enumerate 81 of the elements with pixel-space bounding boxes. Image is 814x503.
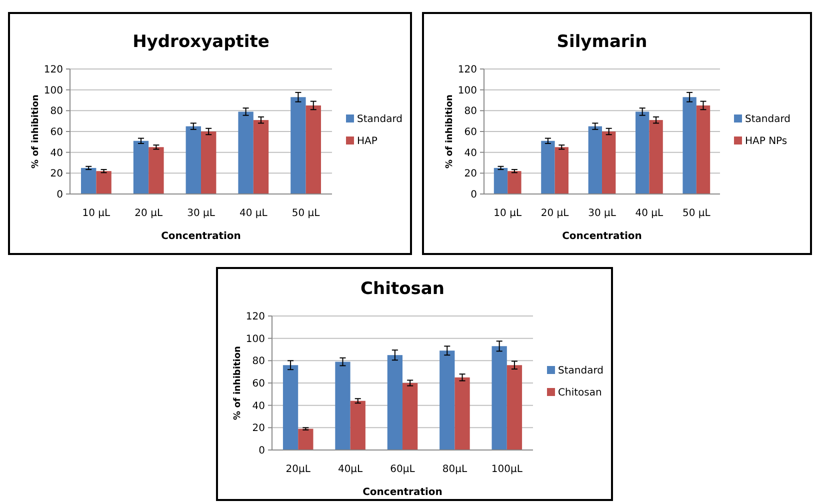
- bar: [494, 168, 508, 194]
- x-tick-label: 50 µL: [682, 208, 711, 219]
- bar: [186, 126, 201, 194]
- y-axis-title: % of inhibition: [233, 346, 243, 420]
- y-tick-label: 0: [258, 446, 265, 456]
- bar: [649, 120, 663, 194]
- y-tick-label: 100: [458, 85, 477, 96]
- x-tick-label: 40 µL: [635, 208, 664, 219]
- y-tick-label: 20: [50, 168, 63, 180]
- bar: [492, 346, 507, 450]
- bar: [440, 350, 455, 450]
- bar: [306, 105, 321, 194]
- x-tick-label: 60µL: [390, 464, 416, 475]
- y-tick-label: 80: [50, 106, 63, 118]
- bar: [402, 383, 418, 450]
- bar: [81, 168, 96, 194]
- bar: [238, 112, 254, 194]
- y-tick-label: 120: [246, 312, 265, 322]
- x-tick-label: 100µL: [491, 464, 523, 475]
- y-axis-title: % of inhibition: [445, 94, 455, 168]
- legend-label: HAP NPs: [745, 136, 788, 147]
- x-axis-title: Concentration: [161, 231, 241, 242]
- y-tick-label: 20: [252, 423, 265, 434]
- y-tick-label: 40: [50, 148, 63, 159]
- bar: [298, 428, 314, 450]
- chart-title: Hydroxyaptite: [132, 32, 270, 52]
- bar: [96, 171, 112, 194]
- y-tick-label: 40: [252, 400, 265, 412]
- bar: [290, 97, 306, 194]
- x-tick-label: 30 µL: [187, 208, 216, 219]
- bar: [682, 97, 696, 194]
- x-axis-title: Concentration: [562, 231, 642, 242]
- bar: [602, 132, 616, 194]
- bar: [133, 140, 149, 194]
- legend-label: Chitosan: [558, 388, 602, 398]
- x-tick-label: 20µL: [286, 464, 311, 475]
- bar: [253, 120, 269, 194]
- bar: [148, 147, 164, 194]
- bar: [508, 171, 522, 194]
- bar: [588, 126, 602, 194]
- x-tick-label: 40 µL: [239, 208, 268, 219]
- bar: [350, 400, 366, 450]
- bar: [506, 365, 522, 450]
- x-tick-label: 50 µL: [292, 208, 320, 219]
- x-tick-label: 20 µL: [540, 208, 570, 219]
- x-axis-title: Concentration: [362, 487, 442, 498]
- legend-label: Standard: [357, 114, 402, 125]
- y-tick-label: 0: [470, 190, 477, 200]
- bar: [335, 362, 350, 450]
- y-tick-label: 120: [44, 64, 63, 76]
- legend-label: Standard: [558, 366, 604, 376]
- x-tick-label: 10 µL: [82, 208, 111, 219]
- bar: [454, 377, 470, 450]
- y-tick-label: 0: [56, 190, 63, 200]
- y-tick-label: 20: [464, 168, 477, 180]
- y-tick-label: 60: [464, 127, 477, 138]
- bar: [541, 140, 555, 194]
- x-tick-label: 80µL: [442, 464, 468, 475]
- y-tick-label: 60: [50, 127, 63, 138]
- x-tick-label: 20 µL: [134, 208, 163, 219]
- legend-label: HAP: [357, 136, 378, 147]
- bar: [696, 105, 710, 194]
- x-tick-label: 10 µL: [494, 208, 522, 219]
- bar: [201, 132, 216, 194]
- bar: [387, 355, 402, 450]
- y-tick-label: 40: [464, 148, 477, 159]
- y-tick-label: 60: [252, 378, 265, 390]
- chart-title: Chitosan: [360, 279, 444, 299]
- x-tick-label: 30 µL: [588, 208, 616, 219]
- y-tick-label: 80: [464, 106, 477, 118]
- chart-title: Silymarin: [556, 32, 648, 52]
- legend-label: Standard: [745, 114, 790, 125]
- y-tick-label: 100: [246, 334, 265, 345]
- bar: [636, 112, 650, 194]
- bar: [282, 365, 298, 450]
- y-axis-title: % of inhibition: [31, 94, 41, 168]
- y-tick-label: 80: [252, 356, 265, 368]
- y-tick-label: 100: [44, 85, 63, 96]
- bar: [554, 147, 568, 194]
- x-tick-label: 40µL: [338, 464, 364, 475]
- y-tick-label: 120: [458, 64, 477, 76]
